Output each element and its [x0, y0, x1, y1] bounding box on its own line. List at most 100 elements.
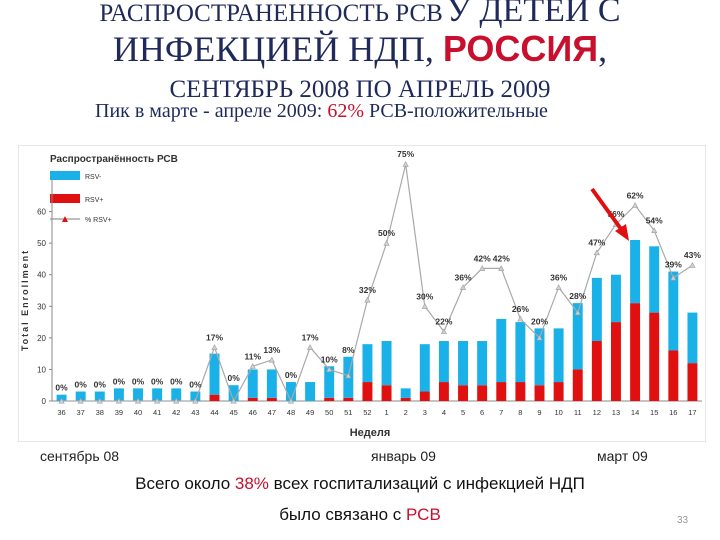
legend-marker-pct [62, 216, 68, 222]
y-tick-label: 20 [37, 334, 46, 343]
x-tick-label: 45 [229, 408, 237, 417]
pct-point [230, 397, 237, 404]
chart-frame [18, 145, 706, 442]
bar-rsv-neg [649, 246, 660, 313]
pct-label: 28% [569, 291, 586, 301]
pct-point [326, 366, 333, 372]
bar-rsv-pos [611, 322, 621, 401]
pct-label: 0% [55, 383, 68, 393]
pct-label: 22% [435, 317, 452, 327]
pct-label: 43% [684, 250, 701, 260]
pct-label: 32% [359, 285, 376, 295]
x-tick-label: 38 [96, 408, 104, 417]
y-axis-label: Total Enrollment [20, 249, 30, 351]
y-tick-label: 30 [37, 302, 46, 311]
bar-rsv-neg [209, 353, 220, 395]
bar-rsv-pos [687, 363, 698, 401]
bar-rsv-pos [438, 382, 449, 401]
slide-title-line3: СЕНТЯБРЬ 2008 ПО АПРЕЛЬ 2009 [169, 76, 551, 103]
pct-point [364, 296, 371, 303]
x-tick-label: 4 [442, 408, 446, 417]
pct-point [287, 397, 295, 404]
pct-label: 20% [531, 316, 548, 326]
x-tick-label: 1 [384, 408, 388, 417]
pct-point [211, 344, 218, 350]
peak-text-c: РСВ-положительные [369, 100, 548, 122]
pct-point [479, 265, 486, 271]
bar-rsv-pos [343, 397, 354, 401]
x-tick-label: 42 [172, 408, 180, 417]
pct-label: 36% [550, 272, 567, 282]
x-tick-label: 10 [554, 408, 562, 417]
x-tick-label: 15 [650, 408, 658, 417]
x-tick-label: 40 [134, 408, 142, 417]
pct-point [77, 397, 84, 404]
y-tick-label: 40 [37, 271, 46, 280]
pct-label: 42% [493, 253, 510, 263]
pct-point [517, 315, 524, 322]
peak-arrow [590, 187, 629, 241]
chart-bars [56, 239, 698, 401]
x-tick-label: 16 [669, 408, 677, 417]
month-label-sep: сентябрь 08 [40, 448, 120, 464]
bar-rsv-pos [496, 382, 507, 401]
pct-label: 54% [646, 216, 663, 226]
pct-label: 39% [665, 260, 682, 270]
bar-rsv-neg [687, 312, 698, 364]
bar-rsv-pos [668, 350, 679, 401]
pct-point [670, 274, 677, 281]
bar-rsv-neg [668, 271, 679, 351]
pct-label: 0% [113, 376, 126, 386]
bar-rsv-pos [591, 341, 602, 401]
bar-rsv-neg [419, 344, 430, 392]
pct-label: 56% [607, 209, 624, 219]
summary-text-c: всех госпитализаций с инфекцией НДП [273, 474, 585, 493]
bar-rsv-pos [381, 385, 392, 401]
x-tick-label: 39 [115, 408, 123, 417]
bar-rsv-neg [362, 344, 373, 383]
bar-rsv-neg [247, 369, 258, 398]
peak-arrow-shaft [590, 187, 623, 231]
peak-subtitle: Пик в марте - апреле 2009: 62% РСВ-полож… [95, 100, 548, 123]
y-tick-label: 60 [37, 208, 46, 217]
bar-rsv-pos [247, 397, 258, 401]
x-tick-label: 50 [325, 408, 333, 417]
x-tick-label: 37 [77, 408, 85, 417]
pct-point [96, 397, 103, 404]
bar-rsv-neg [515, 322, 526, 383]
slide-title-line2: ИНФЕКЦИЕЙ НДП, РОССИЯ, [0, 28, 720, 70]
bar-rsv-neg [113, 388, 124, 401]
pct-point [459, 284, 467, 290]
x-tick-label: 5 [461, 408, 465, 417]
pct-label: 62% [627, 190, 644, 200]
bar-rsv-neg [305, 382, 316, 401]
bar-rsv-pos [649, 312, 660, 401]
pct-label: 42% [474, 253, 491, 263]
bar-rsv-neg [611, 274, 621, 323]
pct-point [498, 265, 505, 271]
summary-text-a: Всего около [135, 474, 231, 493]
x-tick-label: 9 [537, 408, 541, 417]
pct-point [651, 227, 658, 234]
pct-point [173, 397, 180, 404]
bar-rsv-pos [209, 394, 220, 401]
x-tick-label: 46 [249, 408, 257, 417]
x-tick-label: 51 [344, 408, 352, 417]
x-tick-label: 3 [423, 408, 427, 417]
pct-label: 0% [189, 380, 202, 390]
bar-rsv-neg [190, 391, 201, 401]
summary-rsv: РСВ [406, 505, 441, 524]
title-line2-comma: , [598, 29, 608, 69]
legend-swatch-rsv-neg [50, 171, 80, 180]
title-line2-part-a: ИНФЕКЦИЕЙ НДП, [112, 29, 434, 69]
pct-label: 17% [206, 332, 223, 342]
y-tick-label: 50 [37, 239, 46, 248]
summary-text-d: было связано с [279, 505, 402, 524]
x-tick-label: 2 [404, 408, 408, 417]
pct-label: 13% [263, 345, 280, 355]
chart-pct-line [58, 160, 696, 404]
pct-point [345, 372, 352, 379]
pct-label: 0% [94, 380, 107, 390]
bar-rsv-neg [438, 341, 449, 383]
bar-rsv-pos [534, 385, 545, 401]
